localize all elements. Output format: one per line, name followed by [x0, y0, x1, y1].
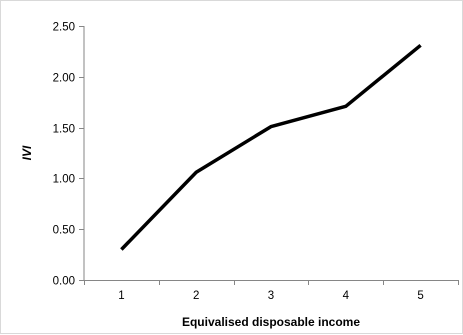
- y-axis: 0.00 0.50 1.00 1.50 2.00 2.50: [53, 22, 85, 288]
- x-tick-label: 2: [193, 290, 199, 302]
- series-line: [120, 43, 422, 251]
- y-tick-label: 0.00: [53, 276, 75, 288]
- x-tick-label: 1: [118, 290, 124, 302]
- series-group: [120, 43, 422, 251]
- x-tick-label: 3: [268, 290, 274, 302]
- x-axis: 1 2 3 4 5: [84, 280, 459, 302]
- x-tick-label: 4: [343, 290, 350, 302]
- y-tick-label: 1.00: [53, 174, 75, 186]
- y-tick-label: 2.50: [53, 22, 75, 34]
- y-tick-label: 1.50: [53, 124, 75, 136]
- y-tick-label: 0.50: [53, 225, 75, 237]
- y-axis-title: IVI: [20, 145, 34, 160]
- x-tick-label: 5: [417, 290, 423, 302]
- y-tick-label: 2.00: [53, 73, 75, 85]
- x-axis-title: Equivalised disposable income: [182, 315, 360, 329]
